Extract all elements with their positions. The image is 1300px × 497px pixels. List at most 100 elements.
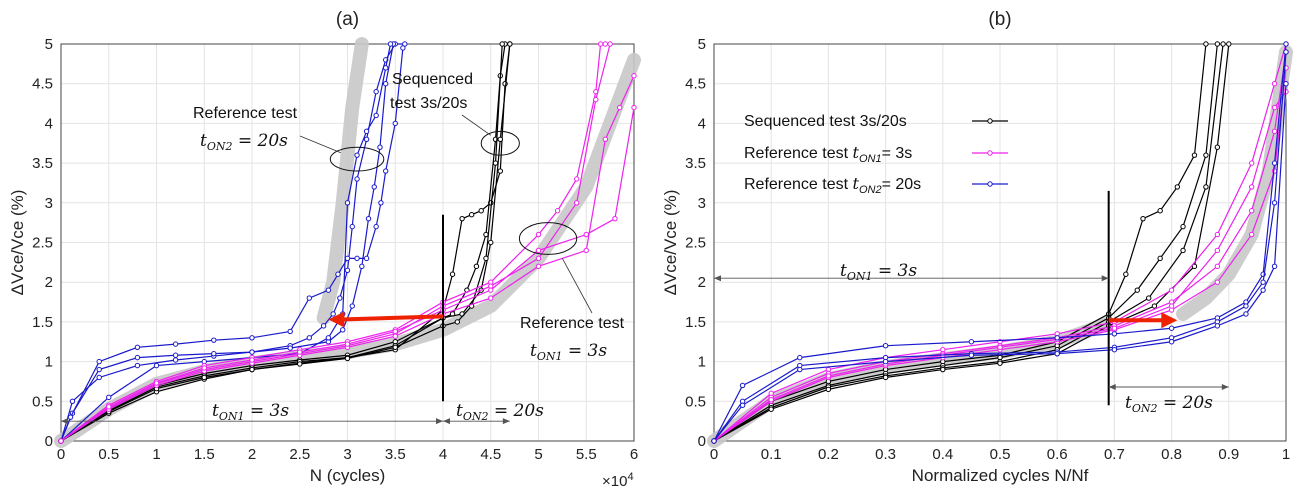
data-point-ref2 <box>377 144 383 150</box>
data-point-ref2 <box>363 128 370 135</box>
data-point-ref2 <box>1054 335 1060 341</box>
series-line-seq <box>60 43 506 442</box>
x-tick-label: 1 <box>152 446 160 463</box>
data-point-ref1 <box>612 215 618 222</box>
data-point-seq <box>1214 41 1221 47</box>
data-point-ref2 <box>172 357 179 363</box>
y-axis-label: ΔVce/Vce (%) <box>8 190 27 296</box>
x-tick-label: 0.7 <box>1104 446 1125 463</box>
data-point-ref2 <box>344 200 351 206</box>
y-axis-label: ΔVce/Vce (%) <box>661 190 680 296</box>
data-point-ref2 <box>349 223 355 230</box>
plot-frame <box>60 43 635 442</box>
data-point-ref2 <box>172 341 179 347</box>
data-point-ref2 <box>968 352 975 358</box>
data-point-seq <box>1123 271 1129 277</box>
data-point-ref2 <box>344 255 351 262</box>
annotation-ref2-ton: tON2 = 20s <box>200 131 288 153</box>
data-point-ref1 <box>297 349 303 355</box>
x-tick-label: 0 <box>57 446 65 463</box>
highlight-ellipse <box>518 222 578 255</box>
data-point-ref2 <box>340 327 346 333</box>
data-point-seq <box>473 263 480 270</box>
data-point-seq <box>478 208 484 214</box>
data-point-ref2 <box>320 323 327 329</box>
data-point-ref2 <box>153 362 160 369</box>
annotation-ref2-title: Reference test <box>193 105 298 122</box>
data-point-ref1 <box>1248 231 1255 238</box>
data-point-seq <box>1180 223 1186 230</box>
x-tick-label: 3 <box>343 446 351 463</box>
data-point-ref2 <box>739 382 746 389</box>
y-tick-label: 0.5 <box>685 393 706 410</box>
data-point-ref2 <box>134 344 141 351</box>
data-point-seq <box>1180 247 1186 254</box>
data-point-seq <box>459 215 465 222</box>
span-ton1-arrow-head-right <box>1101 275 1109 282</box>
x-tick-label: 0.9 <box>1218 446 1239 463</box>
span-label-ton2: tON2 = 20s <box>456 401 544 423</box>
data-point-ref2 <box>349 303 355 309</box>
data-point-ref2 <box>383 65 389 71</box>
data-point-ref2 <box>306 295 312 301</box>
y-tick-label: 3.5 <box>685 155 706 172</box>
data-point-ref1 <box>602 136 609 142</box>
data-point-ref1 <box>344 341 351 347</box>
data-point-ref2 <box>330 311 336 317</box>
data-point-ref1 <box>535 263 542 270</box>
span-ton1-arrow-head-left <box>61 418 68 425</box>
plot-frame <box>713 43 1287 442</box>
x-multiplier-label: ×104 <box>602 471 634 490</box>
data-point-ref1 <box>1111 325 1118 331</box>
data-point-ref1 <box>997 344 1003 351</box>
data-point-ref2 <box>1243 311 1249 317</box>
span-label-ton1: tON1 = 3s <box>212 401 289 423</box>
data-point-ref2 <box>1168 325 1175 331</box>
data-point-ref2 <box>1111 331 1118 337</box>
data-point-ref1 <box>1214 231 1221 238</box>
data-point-seq <box>882 374 889 381</box>
data-point-ref2 <box>354 176 360 182</box>
span-label-ton2: tON2 = 20s <box>1125 393 1213 415</box>
data-point-ref2 <box>344 267 351 273</box>
data-point-ref1 <box>1271 128 1278 135</box>
x-tick-label: 1.5 <box>194 446 215 463</box>
data-point-ref1 <box>249 357 255 363</box>
data-point-ref2 <box>134 354 141 361</box>
data-point-ref2 <box>1111 346 1118 353</box>
data-point-ref2 <box>354 255 360 262</box>
x-tick-label: 2 <box>248 446 256 463</box>
data-point-ref1 <box>583 247 589 254</box>
x-tick-label: 0.1 <box>761 446 782 463</box>
data-point-seq <box>1226 41 1232 47</box>
data-point-ref2 <box>882 343 889 349</box>
x-tick-label: 0.2 <box>818 446 839 463</box>
data-point-seq <box>449 271 456 277</box>
data-point-seq <box>1203 41 1209 47</box>
x-tick-label: 0.8 <box>1161 446 1182 463</box>
data-point-ref2 <box>1283 41 1289 47</box>
data-point-ref1 <box>58 438 64 444</box>
data-point-ref2 <box>134 362 141 369</box>
shift-arrow-head <box>1161 312 1178 329</box>
span-ton2-arrow-head-left <box>443 418 450 425</box>
data-point-ref1 <box>574 176 580 182</box>
data-point-ref2 <box>172 352 179 358</box>
x-tick-label: 5 <box>534 446 542 463</box>
data-point-ref1 <box>616 104 623 111</box>
annotation-seq-line1: Sequenced <box>392 71 473 88</box>
data-point-ref2 <box>1260 279 1266 285</box>
data-point-ref1 <box>768 397 774 403</box>
data-point-ref2 <box>1283 49 1289 55</box>
y-tick-label: 5 <box>45 36 53 53</box>
y-tick-label: 0 <box>45 433 53 450</box>
data-point-ref1 <box>392 328 398 335</box>
data-point-ref2 <box>797 366 803 373</box>
data-point-ref1 <box>574 200 580 206</box>
data-point-ref1 <box>607 41 613 47</box>
data-point-seq <box>997 360 1003 366</box>
data-point-ref1 <box>1168 287 1175 293</box>
data-point-ref2 <box>325 335 332 341</box>
data-point-ref2 <box>373 223 379 230</box>
data-point-ref1 <box>1248 208 1255 214</box>
